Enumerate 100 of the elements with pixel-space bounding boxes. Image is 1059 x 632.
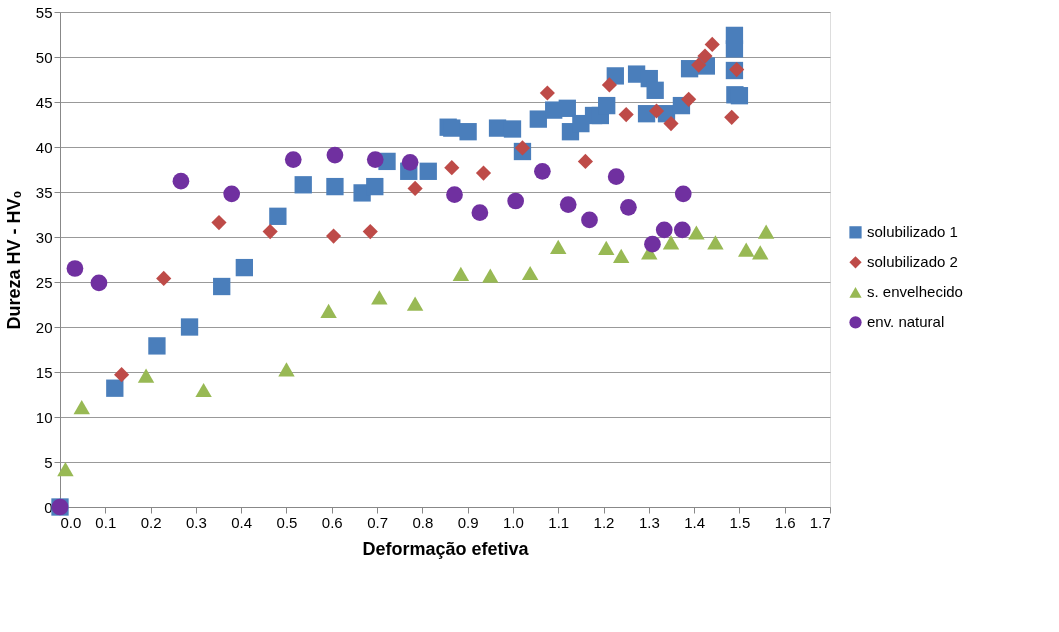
point xyxy=(673,221,691,239)
x-tick-label: 0.2 xyxy=(140,513,162,531)
point xyxy=(444,160,460,176)
x-tick-label: 1.4 xyxy=(684,513,706,531)
point xyxy=(688,225,705,240)
point xyxy=(612,248,630,264)
point xyxy=(269,207,287,225)
point xyxy=(482,268,499,283)
y-tick-label: 15 xyxy=(35,363,53,381)
point xyxy=(73,399,90,415)
x-tick-label: 1.0 xyxy=(503,513,524,531)
y-tick-label: 45 xyxy=(35,93,53,111)
point xyxy=(211,215,227,231)
point xyxy=(644,235,661,253)
point xyxy=(757,224,775,239)
point xyxy=(180,318,199,336)
point xyxy=(401,153,419,171)
point xyxy=(598,240,615,255)
point xyxy=(235,258,254,277)
point xyxy=(223,185,241,203)
point xyxy=(601,77,617,93)
point xyxy=(558,99,576,117)
point xyxy=(407,180,423,196)
point xyxy=(195,382,212,398)
point xyxy=(704,36,720,52)
point xyxy=(362,224,378,240)
point xyxy=(577,153,593,169)
point xyxy=(674,185,692,203)
point xyxy=(663,116,679,132)
point xyxy=(648,103,665,119)
y-tick-label: 20 xyxy=(35,318,53,336)
x-tick-label: 0.0 xyxy=(60,513,82,531)
point xyxy=(681,91,697,107)
point xyxy=(752,245,769,260)
point xyxy=(325,228,342,244)
point xyxy=(529,110,547,128)
x-tick-label: 1.3 xyxy=(638,513,660,531)
y-tick-label: 5 xyxy=(44,453,53,471)
y-tick-label: 40 xyxy=(35,138,53,156)
point xyxy=(326,177,344,196)
x-tick-label: 0.8 xyxy=(412,513,434,531)
point xyxy=(507,192,525,210)
x-axis-title: Deformação efetiva xyxy=(362,538,530,559)
x-tick-label: 0.1 xyxy=(95,513,117,531)
x-tick-label: 1.5 xyxy=(729,513,751,531)
y-tick-label: 0 xyxy=(44,498,53,516)
point xyxy=(607,168,625,186)
point xyxy=(371,290,388,305)
point xyxy=(559,196,577,213)
legend-label: solubilizado 1 xyxy=(867,223,958,241)
y-tick-label: 35 xyxy=(35,183,53,201)
y-tick-label: 10 xyxy=(35,408,53,426)
point xyxy=(148,337,166,355)
point xyxy=(618,107,634,123)
point xyxy=(459,123,477,141)
x-tick-label: 0.4 xyxy=(231,513,253,531)
y-axis-title: Dureza HV - HV₀ xyxy=(3,190,24,330)
point xyxy=(662,235,680,250)
point xyxy=(213,277,231,296)
point xyxy=(539,85,555,101)
point xyxy=(503,120,522,138)
point xyxy=(725,40,744,58)
point xyxy=(262,224,278,240)
point xyxy=(57,462,74,477)
point xyxy=(730,87,749,105)
point xyxy=(366,151,384,168)
x-tick-label: 0.6 xyxy=(321,513,343,531)
point xyxy=(443,119,461,137)
point xyxy=(697,48,713,64)
point xyxy=(366,177,384,196)
x-tick-label: 0.7 xyxy=(367,513,388,531)
point xyxy=(106,379,124,397)
point xyxy=(514,140,531,156)
point xyxy=(419,162,437,180)
point xyxy=(278,362,295,377)
point xyxy=(550,239,567,255)
point xyxy=(446,186,463,204)
point xyxy=(66,260,84,277)
point xyxy=(534,162,551,180)
point xyxy=(646,81,664,99)
point xyxy=(655,221,673,239)
point xyxy=(452,266,470,282)
point xyxy=(521,265,539,281)
x-tick-label: 1.6 xyxy=(774,513,796,531)
point xyxy=(598,96,616,115)
point xyxy=(294,176,312,194)
point xyxy=(724,109,740,125)
y-tick-label: 55 xyxy=(35,3,53,21)
point xyxy=(156,270,172,286)
x-tick-label: 0.5 xyxy=(276,513,298,531)
point xyxy=(320,303,337,318)
point xyxy=(475,165,492,181)
point xyxy=(691,57,707,73)
legend-label: solubilizado 2 xyxy=(867,253,958,271)
y-tick-label: 30 xyxy=(35,228,53,246)
point xyxy=(620,198,637,216)
legend-label: s. envelhecido xyxy=(867,283,963,301)
point xyxy=(581,211,598,229)
point xyxy=(90,274,108,292)
y-tick-label: 25 xyxy=(35,273,53,291)
